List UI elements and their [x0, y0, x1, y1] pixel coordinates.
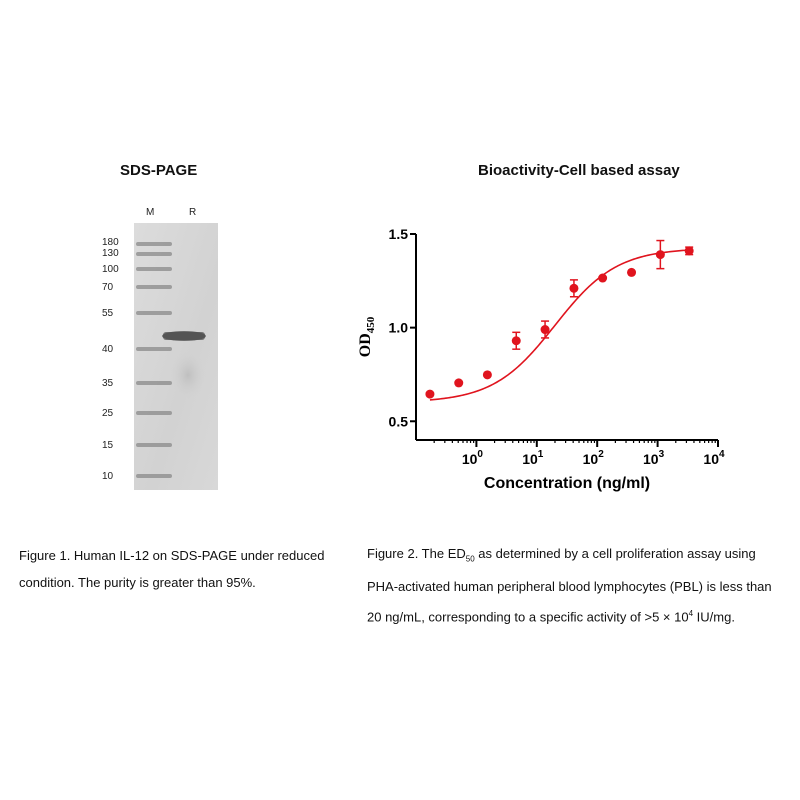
data-point [684, 246, 694, 256]
gel-panel: M R 180 130 100 70 55 40 35 25 15 [96, 200, 236, 500]
bioactivity-chart: 0.5 1.0 1.5 100 101 102 103 104 Concentration (n… [357, 226, 725, 492]
data-point [627, 267, 637, 277]
figure2-caption-line: PHA-activated human peripheral blood lym… [367, 578, 772, 594]
marker-band [136, 267, 172, 271]
marker-band [136, 381, 172, 385]
marker-band [136, 285, 172, 289]
mw-label: 25 [102, 408, 114, 419]
x-tick-label: 104 [703, 449, 725, 467]
x-tick-label: 100 [462, 449, 484, 467]
data-point [454, 378, 464, 388]
figure1-caption-line: condition. The purity is greater than 95… [19, 575, 256, 590]
x-tick-label: 103 [643, 449, 665, 467]
marker-band [136, 347, 172, 351]
data-point [598, 273, 608, 283]
caption-text: as determined by a cell proliferation as… [474, 546, 756, 561]
figure2-caption-line: 20 ng/mL, corresponding to a specific ac… [367, 600, 772, 630]
figure2-caption-line: Figure 2. The ED50 as determined by a ce… [367, 540, 772, 573]
data-point [655, 250, 665, 260]
mw-label: 35 [102, 378, 114, 389]
lane-label-marker: M [146, 207, 155, 218]
data-point [482, 370, 492, 380]
data-point [540, 325, 550, 335]
x-tick-label: 101 [522, 449, 544, 467]
marker-band [136, 252, 172, 256]
x-axis-label: Concentration (ng/ml) [484, 475, 650, 492]
figure1-caption-line: Figure 1. Human IL-12 on SDS-PAGE under … [19, 548, 325, 563]
gel-title: SDS-PAGE [120, 162, 198, 179]
mw-label: 15 [102, 440, 114, 451]
marker-band [136, 411, 172, 415]
chart-title: Bioactivity-Cell based assay [478, 162, 680, 179]
mw-label: 55 [102, 308, 114, 319]
y-tick-label: 0.5 [389, 413, 409, 429]
data-point [425, 389, 435, 399]
mw-label: 40 [102, 344, 114, 355]
marker-band [136, 474, 172, 478]
caption-superscript: 4 [688, 608, 694, 618]
figure1-caption: Figure 1. Human IL-12 on SDS-PAGE under … [19, 542, 324, 596]
caption-text: IU/mg. [693, 608, 735, 624]
caption-text: Figure 2. The ED [367, 546, 466, 561]
mw-label: 100 [102, 264, 119, 275]
mw-label: 180 [102, 237, 119, 248]
caption-text: 20 ng/mL, corresponding to a specific ac… [367, 608, 689, 624]
y-axis-label: OD450 [357, 316, 377, 357]
data-point [511, 336, 521, 346]
mw-label: 10 [102, 471, 114, 482]
mw-label: 70 [102, 282, 114, 293]
y-tick-label: 1.5 [389, 226, 409, 242]
fit-curve [429, 249, 690, 401]
x-tick-label: 102 [583, 449, 605, 467]
data-point [569, 283, 579, 293]
marker-lane [136, 242, 172, 478]
marker-band [136, 443, 172, 447]
gel-image [134, 223, 218, 490]
caption-subscript: 50 [465, 554, 475, 564]
mw-label: 130 [102, 248, 119, 259]
marker-band [136, 242, 172, 246]
y-tick-label: 1.0 [389, 320, 409, 336]
figure2-caption: Figure 2. The ED50 as determined by a ce… [367, 540, 772, 630]
marker-band [136, 311, 172, 315]
sample-smear [170, 350, 206, 400]
lane-label-sample: R [189, 207, 197, 218]
